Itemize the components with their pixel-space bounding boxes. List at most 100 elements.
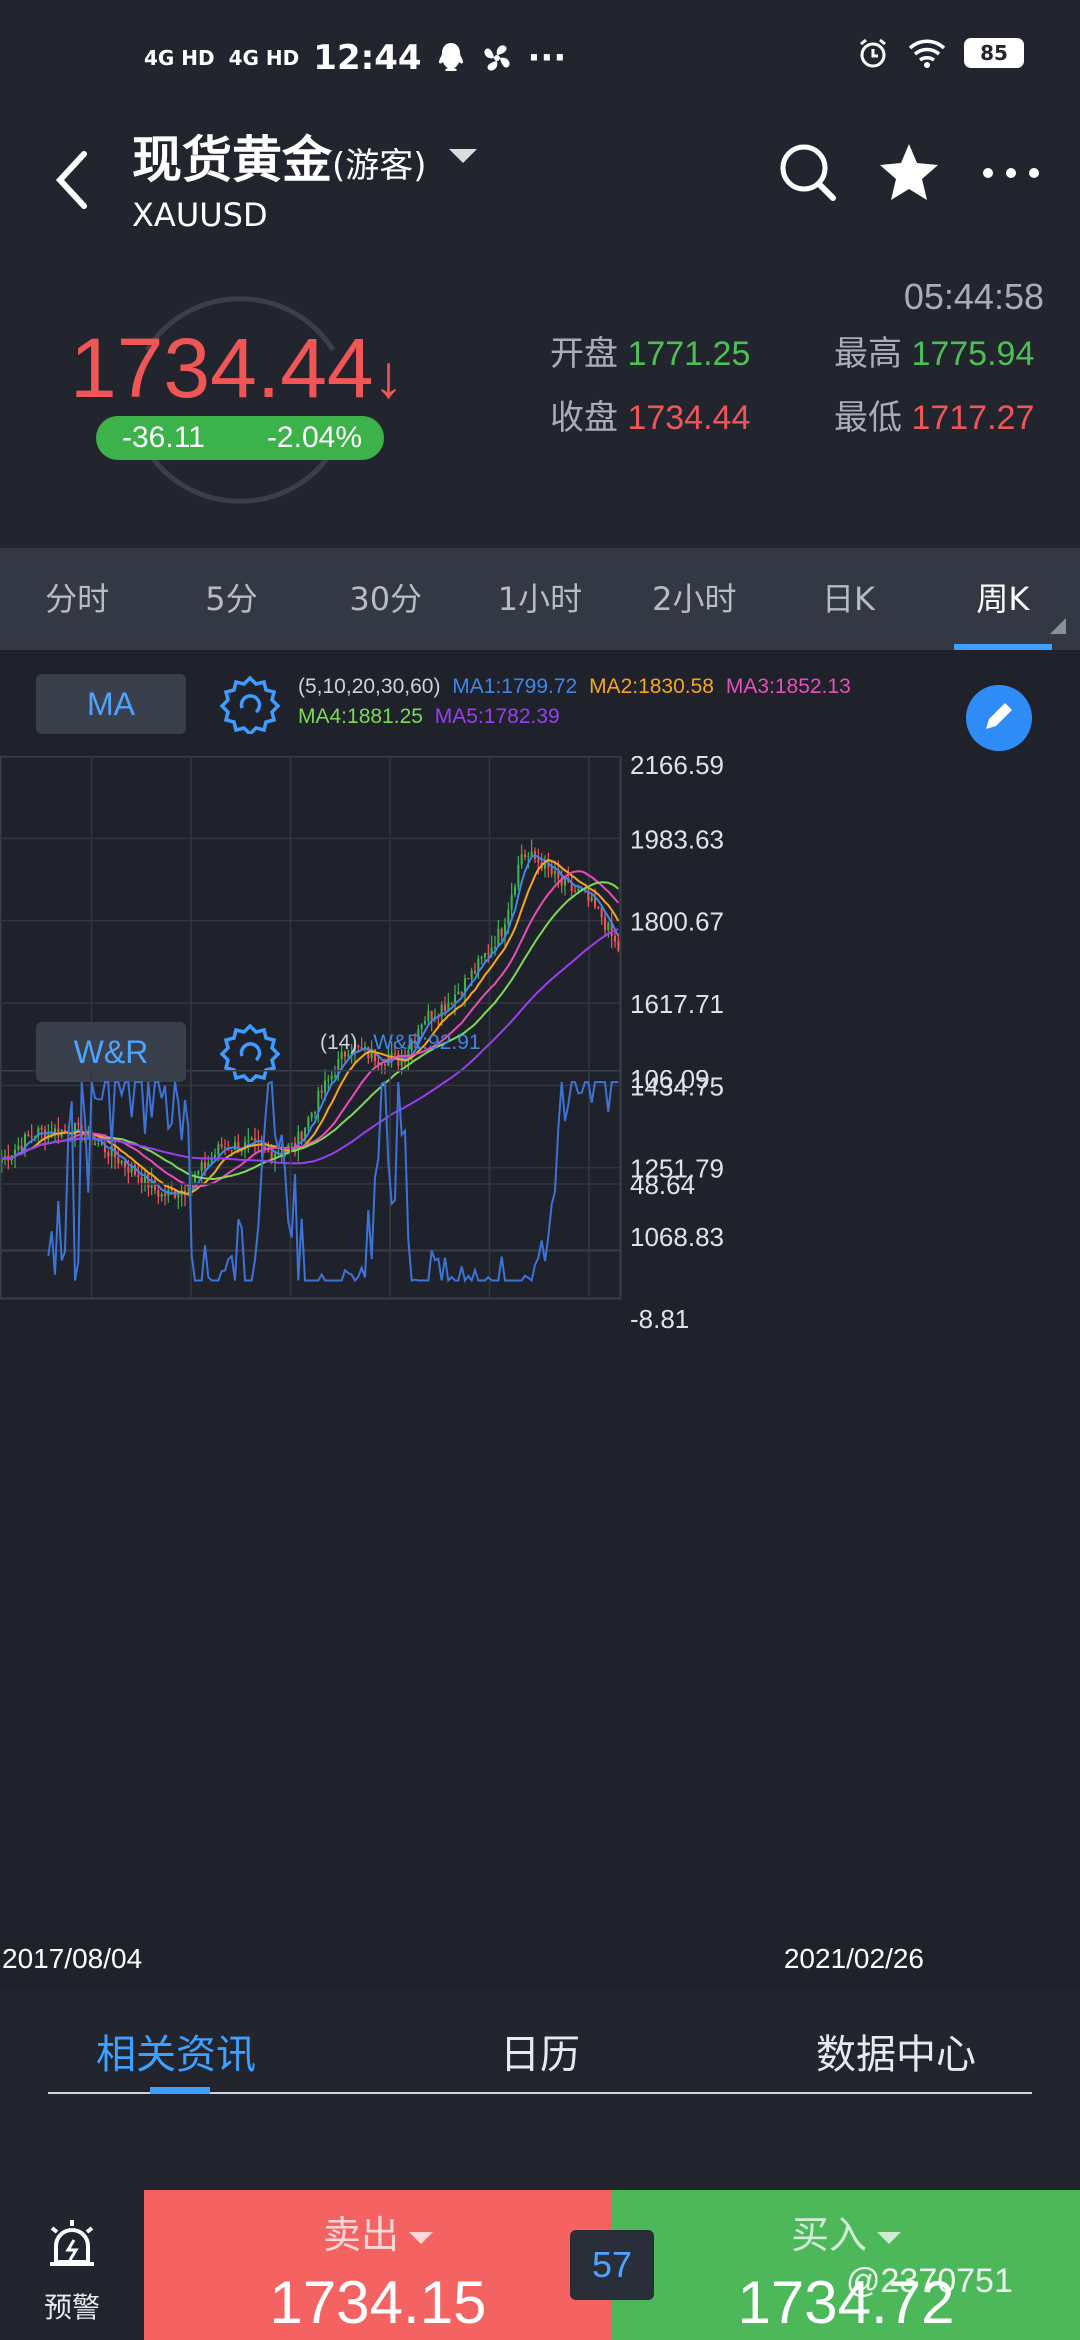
ma-line-60 [1, 928, 619, 1165]
sell-dropdown-icon [409, 2231, 433, 2244]
candle-body [573, 890, 577, 893]
candle-body [617, 941, 620, 951]
candle-body [357, 1045, 360, 1048]
candle-body [360, 1047, 363, 1049]
tab-calendar[interactable]: 日历 [500, 2032, 580, 2078]
favorite-star-icon[interactable] [874, 138, 944, 208]
guest-label: (游客) [332, 146, 427, 186]
candle-body [137, 1174, 140, 1178]
candle-body [523, 854, 527, 857]
candle-body [97, 1143, 100, 1145]
candle-body [33, 1135, 37, 1138]
candle-body [340, 1051, 343, 1060]
candle-body [557, 870, 560, 879]
buy-price: 1734.72 [737, 2269, 955, 2336]
candle-body [27, 1134, 30, 1137]
battery-indicator: 85 [964, 38, 1024, 68]
candlestick-chart[interactable]: 2166.59 1983.63 1800.67 1617.71 1434.75 1251.… [0, 756, 1080, 1256]
candle-body [550, 867, 553, 874]
candle-body [490, 947, 493, 954]
ma4-value: MA4:1881.25 [298, 705, 423, 728]
change-badge: -36.11 -2.04% [96, 416, 384, 460]
y-tick-label: 1800.67 [630, 907, 724, 937]
wr-chart[interactable]: 106.09 48.64 -8.81 [0, 1070, 1080, 1360]
candle-body [163, 1193, 167, 1197]
ma-line-20 [1, 870, 620, 1188]
status-bar: 4G HD 4G HD 12:44 ··· 85 [0, 0, 1080, 120]
active-tab-indicator [150, 2087, 210, 2094]
candle-body [333, 1075, 337, 1077]
wr-value: W&R:92.91 [373, 1031, 481, 1054]
ma-params: (5,10,20,30,60) [298, 675, 441, 698]
candle-body [63, 1129, 67, 1132]
tab-1hour[interactable]: 1小时 [497, 580, 583, 618]
tab-5min[interactable]: 5分 [205, 580, 258, 618]
tab-data-center[interactable]: 数据中心 [816, 2032, 976, 2078]
alarm-button[interactable]: 预警 [0, 2190, 144, 2340]
alarm-icon [50, 2220, 94, 2266]
candle-body [420, 1024, 423, 1030]
sell-button[interactable]: 卖出 1734.15 [144, 2190, 612, 2340]
candle-body [203, 1161, 207, 1169]
down-arrow-icon: ↓ [373, 343, 404, 410]
candle-body [347, 1054, 350, 1057]
candle-body [0, 1159, 3, 1164]
more-options-icon[interactable] [976, 138, 1046, 208]
candle-body [530, 851, 533, 856]
tab-30min[interactable]: 30分 [349, 580, 423, 618]
tab-intraday[interactable]: 分时 [45, 580, 110, 618]
y-tick-label: 1617.71 [630, 989, 724, 1019]
candle-body [380, 1063, 383, 1066]
candle-body [210, 1157, 213, 1163]
tab-related-news[interactable]: 相关资讯 [96, 2032, 256, 2078]
period-tabs: 分时 5分 30分 1小时 2小时 日K 周K [0, 548, 1080, 650]
candle-body [123, 1160, 127, 1168]
alarm-label: 预警 [43, 2291, 100, 2324]
instrument-selector[interactable]: 现货黄金 (游客) XAUUSD [132, 120, 477, 234]
candle-body [563, 878, 567, 886]
candle-body [457, 991, 460, 995]
chevron-down-icon [448, 149, 477, 163]
wr-y-tick-label: 106.09 [630, 1070, 710, 1094]
indicator-settings-icon[interactable] [220, 674, 280, 734]
sub-indicator-settings-icon[interactable] [220, 1022, 280, 1082]
candle-body [390, 1053, 393, 1058]
candle-body [477, 958, 480, 974]
app-header: 现货黄金 (游客) XAUUSD [0, 120, 1080, 260]
sell-label: 卖出 [322, 2213, 399, 2257]
candle-body [373, 1049, 377, 1062]
tab-2hour[interactable]: 2小时 [652, 580, 737, 618]
candle-body [383, 1063, 387, 1066]
candle-body [73, 1123, 77, 1138]
back-icon[interactable] [44, 140, 104, 220]
network-indicator-1: 4G HD [144, 46, 215, 70]
edit-drawing-icon[interactable] [966, 685, 1032, 751]
x-axis: 2017/08/04 2021/02/26 [2, 1943, 924, 1974]
period-expand-icon[interactable] [1050, 618, 1066, 634]
candle-body [440, 1004, 443, 1017]
info-tabs: 相关资讯 日历 数据中心 [0, 1990, 1080, 2190]
candle-body [447, 1003, 450, 1011]
candle-body [220, 1144, 223, 1147]
candle-body [453, 994, 457, 1005]
search-icon[interactable] [774, 138, 844, 208]
candle-body [250, 1138, 253, 1141]
candle-body [577, 889, 580, 892]
quote-time: 05:44:58 [903, 276, 1044, 317]
buy-button[interactable]: 买入 1734.72 [612, 2190, 1080, 2340]
price-dial-decoration [144, 296, 336, 504]
candle-body [213, 1154, 217, 1158]
candle-body [177, 1195, 180, 1198]
candle-body [527, 855, 530, 858]
x-axis-start-label: 2017/08/04 [2, 1943, 142, 1974]
sub-indicator-button[interactable]: W&R [36, 1022, 186, 1082]
tab-weekly[interactable]: 周K [926, 548, 1080, 650]
candle-body [607, 922, 610, 931]
sub-y-axis-labels: 106.09 48.64 -8.81 [630, 1070, 710, 1334]
candle-body [377, 1061, 380, 1065]
main-indicator-button[interactable]: MA [36, 674, 186, 734]
tab-daily[interactable]: 日K [822, 580, 876, 618]
candle-body [543, 859, 547, 869]
ma-values-row1: (5,10,20,30,60) MA1:1799.72 MA2:1830.58 … [298, 672, 851, 702]
candle-body [497, 928, 500, 947]
